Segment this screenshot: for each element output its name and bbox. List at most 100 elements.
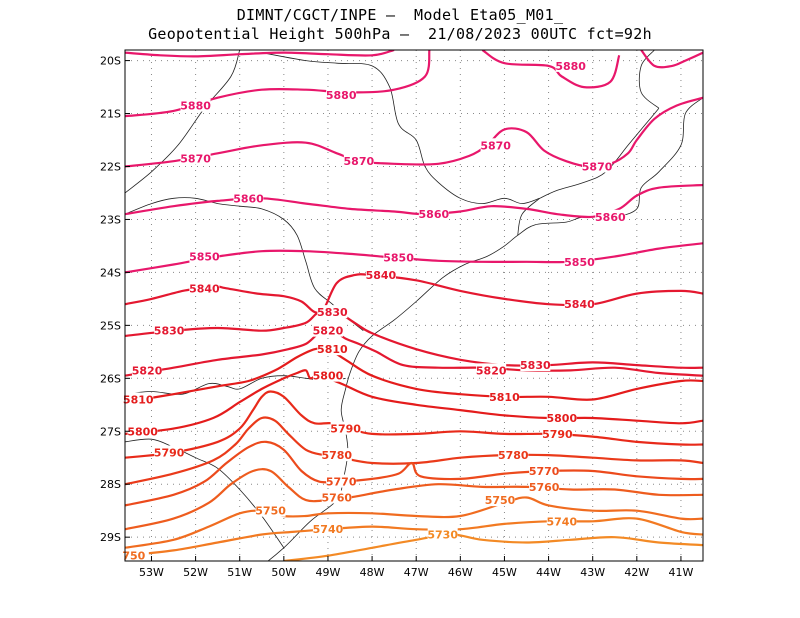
- contour-label: 5770: [326, 476, 357, 489]
- y-tick-label: 22S: [100, 160, 121, 173]
- contour-label-bg: [127, 424, 158, 438]
- contour-label-bg: [485, 493, 516, 507]
- contour-label-bg: [546, 514, 577, 528]
- x-tick-label: 48W: [360, 566, 385, 579]
- x-tick-label: 47W: [404, 566, 429, 579]
- contour-label: 5750: [255, 505, 286, 518]
- x-tick-label: 50W: [271, 566, 296, 579]
- contour-5790: [125, 390, 703, 459]
- y-tick-label: 25S: [100, 319, 121, 332]
- contour-5770: [125, 440, 703, 507]
- contour-5810: [125, 346, 703, 404]
- contour-label: 5840: [564, 298, 595, 311]
- contour-label-bg: [498, 448, 529, 462]
- x-tick-label: 43W: [580, 566, 605, 579]
- contour-label-bg: [546, 411, 577, 425]
- contour-label-bg: [564, 254, 595, 268]
- contour-label-bg: [233, 191, 264, 205]
- contour-label: 5850: [383, 252, 414, 265]
- x-tick-label: 41W: [669, 566, 694, 579]
- x-tick-label: 44W: [536, 566, 561, 579]
- contour-label-bg: [427, 527, 458, 541]
- contour-label-bg: [317, 342, 348, 356]
- contour-label-bg: [595, 209, 626, 223]
- y-tick-label: 23S: [100, 213, 121, 226]
- contour-label-bg: [529, 463, 560, 477]
- contour-label-bg: [317, 305, 348, 319]
- contour-label: 5880: [555, 60, 586, 73]
- contour-label-bg: [180, 98, 211, 112]
- contour-5820: [125, 329, 703, 377]
- contour-label: 5740: [313, 523, 344, 536]
- contour-label: 5740: [546, 515, 577, 528]
- y-tick-label: 27S: [100, 425, 121, 438]
- contour-label: 5810: [489, 391, 520, 404]
- contour-label-bg: [476, 363, 507, 377]
- contour-label-bg: [330, 421, 361, 435]
- contour-label-bg: [118, 548, 149, 562]
- contour-label-bg: [123, 392, 154, 406]
- contour-label-bg: [326, 88, 357, 102]
- state-border-sp-pr: [125, 197, 364, 332]
- contour-label: 5810: [123, 393, 154, 406]
- contour-label: 5790: [154, 446, 185, 459]
- title-line-1: DIMNT/CGCT/INPE – Model Eta05_M01_: [236, 6, 564, 24]
- contour-label-bg: [255, 503, 286, 517]
- contour-5830: [125, 309, 703, 370]
- contour-label: 5860: [419, 208, 450, 221]
- state-border-mg-rj: [539, 107, 660, 199]
- contour-label: 5800: [546, 412, 577, 425]
- contour-label: 5760: [529, 481, 560, 494]
- state-border-ms-sp: [125, 50, 241, 194]
- y-tick-label: 24S: [100, 266, 121, 279]
- contour-label-bg: [326, 474, 357, 488]
- atlantic-coastline: [267, 97, 703, 561]
- x-tick-label: 49W: [316, 566, 341, 579]
- contour-label-bg: [189, 249, 220, 263]
- x-tick-label: 53W: [139, 566, 164, 579]
- contour-5880: [481, 50, 621, 89]
- contour-label-bg: [529, 479, 560, 493]
- contour-label-bg: [154, 445, 185, 459]
- grid-lines: [125, 50, 703, 561]
- contour-label: 5730: [427, 529, 458, 542]
- contour-label-bg: [180, 151, 211, 165]
- contour-label-bg: [312, 323, 343, 337]
- contour-label: 750: [122, 550, 145, 563]
- contour-label: 5820: [476, 364, 507, 377]
- contour-5800: [125, 369, 703, 435]
- contour-labels: 5880 5880 5880 5870 5870 5870 5870 5860 5860 5860…: [118, 58, 626, 563]
- contour-label: 5850: [189, 251, 220, 264]
- state-border-sp-mg: [261, 52, 540, 205]
- state-border-mg-es: [638, 50, 660, 109]
- contour-label: 5880: [180, 100, 211, 113]
- contour-label: 5870: [480, 139, 511, 152]
- contour-label-bg: [418, 207, 449, 221]
- contour-label: 5820: [313, 325, 344, 338]
- contour-label-bg: [564, 297, 595, 311]
- y-tick-label: 29S: [100, 531, 121, 544]
- x-tick-label: 45W: [492, 566, 517, 579]
- contour-label: 5750: [485, 494, 516, 507]
- y-tick-label: 26S: [100, 372, 121, 385]
- contour-label: 5770: [529, 465, 560, 478]
- contour-label: 5870: [344, 155, 375, 168]
- x-tick-label: 42W: [624, 566, 649, 579]
- contour-label: 5820: [132, 364, 163, 377]
- contour-label: 5790: [542, 428, 573, 441]
- contour-label: 5840: [366, 269, 397, 282]
- x-tick-label: 52W: [183, 566, 208, 579]
- axis-ticks: 53W 52W 51W 50W 49W 48W 47W 46W 45W 44W 43W 42W 41W 2…: [100, 55, 693, 579]
- contour-label-bg: [154, 323, 185, 337]
- contour-5730: [283, 533, 703, 561]
- contour-label: 5760: [321, 491, 352, 504]
- contour-label-bg: [343, 154, 374, 168]
- state-border-rj-sp: [517, 197, 540, 236]
- contour-label: 5860: [595, 211, 626, 224]
- contour-label-bg: [321, 448, 352, 462]
- contour-label-bg: [312, 522, 343, 536]
- contour-label-bg: [321, 490, 352, 504]
- contour-5740: [125, 517, 703, 557]
- contour-label: 5830: [317, 306, 348, 319]
- contour-5850: [125, 242, 703, 274]
